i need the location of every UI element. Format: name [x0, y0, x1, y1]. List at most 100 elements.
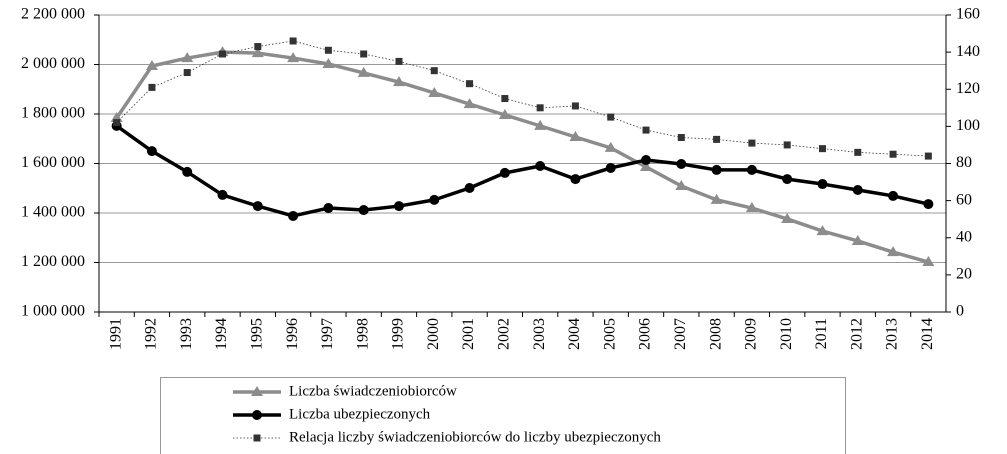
y-tick-label: 1 600 000 — [21, 154, 85, 171]
x-tick-label: 1996 — [284, 318, 301, 350]
marker — [569, 131, 582, 142]
y-tick-label: 1 400 000 — [21, 204, 85, 221]
marker — [922, 256, 935, 267]
marker — [324, 46, 332, 54]
marker — [640, 160, 653, 171]
marker — [254, 43, 262, 51]
marker — [322, 58, 335, 69]
marker — [607, 113, 615, 121]
marker — [499, 167, 510, 178]
series-line — [116, 40, 929, 157]
marker — [395, 57, 403, 65]
marker — [852, 184, 863, 195]
y2-tick-label: 40 — [956, 228, 972, 245]
marker — [430, 67, 438, 75]
x-tick-label: 2008 — [707, 318, 724, 350]
marker — [642, 126, 650, 134]
marker — [148, 83, 156, 91]
marker — [783, 141, 791, 149]
series-line — [115, 124, 929, 218]
marker — [923, 199, 934, 210]
marker — [428, 86, 441, 97]
marker — [323, 203, 334, 214]
marker — [498, 108, 511, 119]
marker — [711, 164, 722, 175]
marker — [464, 183, 475, 194]
marker — [535, 160, 546, 171]
legend-label: Liczba ubezpieczonych — [289, 406, 431, 422]
y-tick-label: 1 000 000 — [21, 303, 85, 320]
marker — [854, 148, 862, 156]
x-tick-label: 1991 — [107, 318, 124, 350]
marker — [393, 201, 404, 212]
y2-tick-label: 160 — [956, 6, 980, 23]
marker — [641, 155, 652, 166]
x-tick-label: 2009 — [743, 318, 760, 350]
marker — [851, 234, 864, 245]
marker — [571, 102, 579, 110]
marker — [818, 145, 826, 153]
marker — [287, 52, 300, 63]
y-tick-label: 2 000 000 — [21, 55, 85, 72]
marker — [782, 174, 793, 185]
x-tick-label: 2000 — [425, 318, 442, 350]
legend: Liczba świadczeniobiorców Liczba ubezpiec… — [160, 377, 846, 454]
marker — [183, 69, 191, 77]
marker — [463, 98, 476, 109]
marker — [253, 434, 261, 442]
marker — [677, 134, 685, 142]
marker — [217, 189, 228, 200]
marker — [889, 150, 897, 158]
y-tick-label: 1 800 000 — [21, 105, 85, 122]
marker — [604, 141, 617, 152]
marker — [146, 146, 157, 157]
x-tick-label: 1997 — [319, 318, 336, 350]
marker — [746, 164, 757, 175]
marker — [924, 152, 932, 160]
x-tick-label: 1998 — [354, 318, 371, 350]
x-tick-label: 2007 — [672, 318, 689, 350]
x-tick-label: 2004 — [566, 318, 583, 350]
x-tick-label: 2013 — [884, 318, 901, 350]
marker — [605, 162, 616, 173]
marker — [289, 37, 297, 45]
x-tick-label: 2014 — [919, 318, 936, 350]
marker — [710, 193, 723, 204]
y2-tick-label: 120 — [956, 80, 980, 97]
marker — [536, 104, 544, 112]
marker — [817, 179, 828, 190]
marker — [113, 119, 121, 127]
marker — [534, 119, 547, 130]
x-tick-label: 2012 — [848, 318, 865, 350]
marker — [252, 410, 262, 420]
x-tick-label: 2002 — [496, 318, 513, 350]
marker — [252, 201, 263, 212]
marker — [429, 194, 440, 205]
marker — [888, 190, 899, 201]
series-line — [115, 50, 929, 264]
x-tick-label: 1999 — [390, 318, 407, 350]
y2-tick-label: 60 — [956, 191, 972, 208]
legend-label: Liczba świadczeniobiorców — [289, 383, 457, 399]
marker — [745, 202, 758, 213]
marker — [251, 386, 263, 396]
marker — [251, 47, 264, 58]
marker — [675, 180, 688, 191]
marker — [781, 212, 794, 223]
y-tick-label: 1 200 000 — [21, 253, 85, 270]
marker — [219, 50, 227, 58]
x-tick-label: 2003 — [531, 318, 548, 350]
marker — [816, 225, 829, 236]
marker — [182, 166, 193, 177]
x-tick-label: 1995 — [248, 318, 265, 350]
y2-tick-label: 20 — [956, 266, 972, 283]
x-tick-label: 2005 — [601, 318, 618, 350]
x-tick-label: 1993 — [178, 318, 195, 350]
y2-tick-label: 140 — [956, 43, 980, 60]
y-tick-label: 2 200 000 — [21, 6, 85, 23]
x-tick-label: 1994 — [213, 318, 230, 350]
marker — [360, 50, 368, 58]
y2-tick-label: 100 — [956, 117, 980, 134]
x-tick-label: 1992 — [143, 318, 160, 350]
